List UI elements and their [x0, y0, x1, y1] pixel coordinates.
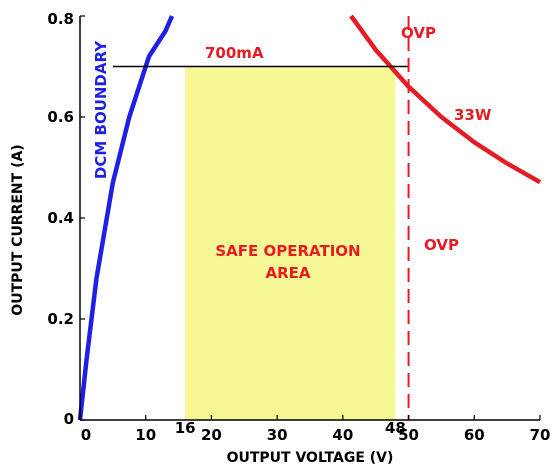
plot-frame: 0 10 20 30 40 50 60 70 16 48 0 0.2 0.4 0.6 0.8	[47, 10, 550, 444]
y-tick-label: 0.8	[47, 10, 74, 28]
x-axis-title: OUTPUT VOLTAGE (V)	[227, 450, 394, 465]
x-tick-label: 70	[530, 426, 551, 444]
safe-area-label-line1: SAFE OPERATION	[215, 242, 360, 260]
dcm-boundary-curve	[77, 15, 175, 421]
x-extra-tick-label: 48	[385, 419, 406, 437]
tick-labels: 0 10 20 30 40 50 60 70 16 48 0 0.2 0.4 0.6 0.8	[47, 10, 550, 444]
dcm-boundary-label: DCM BOUNDARY	[92, 40, 110, 179]
power-33w-label: 33W	[454, 106, 492, 124]
x-tick-label: 0	[81, 426, 91, 444]
x-tick-label: 30	[267, 426, 288, 444]
safe-operation-area	[185, 66, 396, 420]
x-tick-label: 40	[332, 426, 353, 444]
ovp-label-top: OVP	[401, 24, 436, 42]
x-tick-label: 10	[135, 426, 156, 444]
y-tick-label: 0.4	[47, 209, 74, 227]
y-tick-label: 0	[64, 410, 74, 428]
axes	[79, 15, 541, 421]
x-extra-tick-label: 16	[175, 419, 196, 437]
y-tick-label: 0.6	[47, 108, 74, 126]
y-tick-label: 0.2	[47, 310, 74, 328]
safe-area-label-line2: AREA	[265, 264, 310, 282]
ovp-label-mid: OVP	[424, 236, 459, 254]
y-axis-title: OUTPUT CURRENT (A)	[10, 144, 26, 315]
x-tick-label: 20	[201, 426, 222, 444]
power-limit-33w-curve	[349, 14, 542, 185]
limit-700ma-label: 700mA	[205, 44, 264, 62]
x-tick-label: 60	[464, 426, 485, 444]
x-tick-label: 50	[398, 426, 419, 444]
